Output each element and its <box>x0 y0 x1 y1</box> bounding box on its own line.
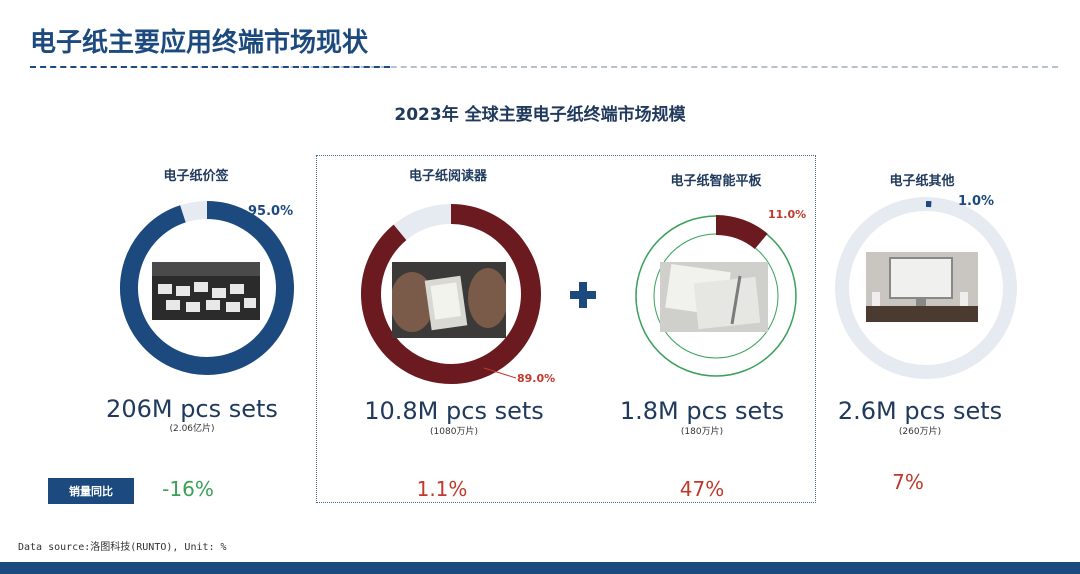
title-divider-accent <box>30 66 390 68</box>
category-label: 电子纸其他 <box>889 174 955 189</box>
leader-line <box>483 367 517 379</box>
plus-icon <box>570 282 596 308</box>
yoy-value: 47% <box>679 477 725 501</box>
share-label: 89.0% <box>517 372 556 385</box>
share-label: 95.0% <box>248 204 294 219</box>
yoy-value: 1.1% <box>416 477 468 501</box>
yoy-value: -16% <box>162 477 214 501</box>
smart-tablet-photo <box>660 262 768 332</box>
donut-slice <box>120 201 294 375</box>
data-source: Data source:洛图科技(RUNTO), Unit: % <box>18 542 227 553</box>
category-label: 电子纸阅读器 <box>408 169 487 184</box>
title-divider <box>30 66 1058 68</box>
volume-value: 2.6M pcs sets <box>837 397 1003 425</box>
footer-bar <box>0 562 1080 574</box>
volume-value: 1.8M pcs sets <box>619 397 785 425</box>
yoy-label: 销量同比 <box>48 478 134 504</box>
donut-slice <box>715 215 768 250</box>
ereader-photo <box>392 262 506 338</box>
volume-cn: (1080万片) <box>430 427 478 437</box>
volume-cn: (260万片) <box>898 427 942 437</box>
chart-title: 2023年 全球主要电子纸终端市场规模 <box>394 105 686 125</box>
yoy-value: 7% <box>892 470 924 494</box>
share-label: 11.0% <box>768 208 807 221</box>
category-label: 电子纸智能平板 <box>670 174 762 189</box>
volume-value: 10.8M pcs sets <box>364 397 544 425</box>
page-title: 电子纸主要应用终端市场现状 <box>30 28 369 58</box>
donut-slice <box>361 204 541 384</box>
share-label: 1.0% <box>958 194 995 209</box>
volume-value: 206M pcs sets <box>106 395 278 423</box>
volume-cn: (2.06亿片) <box>169 424 215 434</box>
reader-tablet-group-frame <box>316 155 816 503</box>
volume-cn: (180万片) <box>680 427 724 437</box>
price-tag-photo <box>152 262 260 320</box>
other-devices-photo <box>866 252 978 322</box>
category-label: 电子纸价签 <box>163 169 229 184</box>
